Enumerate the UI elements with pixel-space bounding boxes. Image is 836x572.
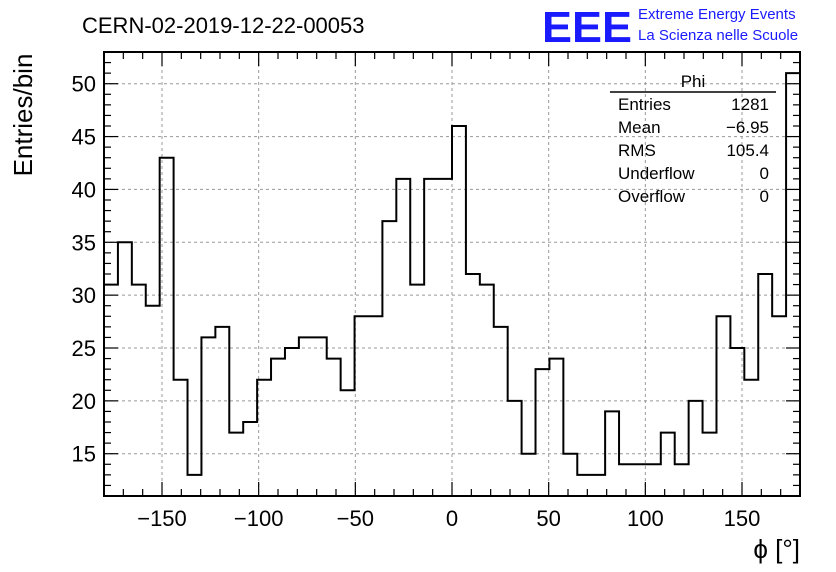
stats-row-value: 105.4 (726, 141, 769, 160)
y-tick-label: 50 (72, 72, 96, 97)
stats-box: Phi Entries 1281 Mean −6.95 RMS 105.4 Underflo… (610, 72, 776, 206)
logo-line2: La Scienza nelle Scuole (638, 27, 798, 44)
stats-row-value: 0 (760, 187, 769, 206)
axis-tick-labels: −150 −100 −50 0 50 100 150 15 20 25 30 35 40 45 50 (72, 72, 761, 531)
grid-lines (104, 52, 800, 496)
stats-row-value: 0 (760, 164, 769, 183)
y-tick-label: 40 (72, 177, 96, 202)
x-tick-label: 150 (724, 506, 761, 531)
stats-row-label: Entries (618, 95, 671, 114)
y-tick-label: 20 (72, 389, 96, 414)
x-tick-label: −50 (337, 506, 374, 531)
y-tick-label: 35 (72, 230, 96, 255)
x-tick-label: 100 (627, 506, 664, 531)
stats-row-label: RMS (618, 141, 656, 160)
stats-row-label: Mean (618, 118, 661, 137)
y-tick-label: 15 (72, 442, 96, 467)
stats-row-value: −6.95 (726, 118, 769, 137)
stats-row-label: Overflow (618, 187, 686, 206)
y-tick-label: 30 (72, 283, 96, 308)
axis-ticks (104, 52, 800, 496)
x-tick-label: 50 (536, 506, 560, 531)
chart-title: CERN-02-2019-12-22-00053 (82, 13, 365, 38)
histogram-step-line (103, 72, 801, 496)
x-tick-label: 0 (446, 506, 458, 531)
stats-rows: Entries 1281 Mean −6.95 RMS 105.4 Underflow 0 Ov… (618, 95, 769, 206)
stats-row-value: 1281 (731, 95, 769, 114)
stats-row-label: Underflow (618, 164, 695, 183)
y-tick-label: 25 (72, 336, 96, 361)
y-axis-title: Entries/bin (8, 54, 38, 177)
x-tick-label: −100 (234, 506, 284, 531)
x-tick-label: −150 (137, 506, 187, 531)
eee-logo: EEE Extreme Energy Events La Scienza nel… (542, 3, 798, 52)
logo-mark: EEE (542, 3, 632, 52)
y-tick-label: 45 (72, 125, 96, 150)
x-axis-title: ϕ [°] (753, 534, 800, 564)
logo-line1: Extreme Energy Events (638, 6, 796, 23)
stats-title: Phi (681, 72, 706, 91)
